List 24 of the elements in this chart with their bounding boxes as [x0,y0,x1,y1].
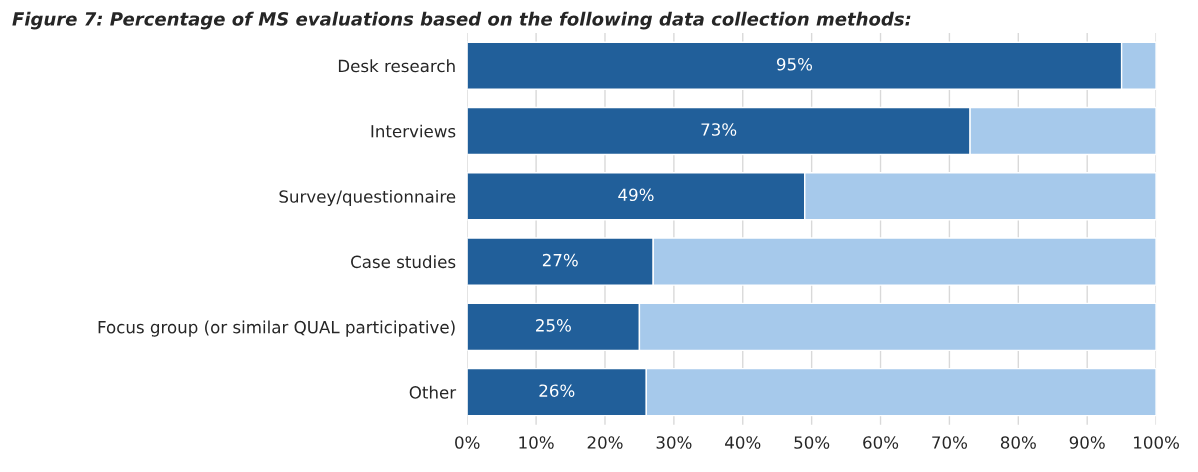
y-tick-label: Focus group (or similar QUAL participative) [98,320,455,337]
x-tick-label: 30% [656,436,692,449]
x-tick-label: 0% [455,436,480,449]
x-tick-label: 10% [519,436,554,449]
x-tick-label: 90% [1069,436,1105,449]
x-tick-label: 60% [863,436,899,449]
y-tick-label: Case studies [351,255,456,269]
x-tick-label: 70% [932,436,968,449]
y-tick-label: Survey/questionnaire [279,189,456,207]
data-label: 95% [776,57,813,71]
data-label: 73% [701,123,737,136]
data-label: 25% [536,319,571,332]
data-label: 27% [542,253,578,267]
data-label: 26% [539,384,575,397]
data-label: 49% [618,188,654,202]
x-tick-label: 50% [794,436,830,449]
y-tick-label: Other [409,385,457,399]
y-tick-label: Interviews [371,124,456,138]
y-tick-label: Desk research [338,59,455,73]
x-tick-label: 40% [725,436,761,449]
x-tick-label: 20% [587,436,623,449]
chart-title: Figure 7: Percentage of MS evaluations based on the following data collection methods: [12,11,911,30]
x-tick-label: 80% [1000,436,1036,449]
x-tick-label: 100% [1134,436,1179,449]
